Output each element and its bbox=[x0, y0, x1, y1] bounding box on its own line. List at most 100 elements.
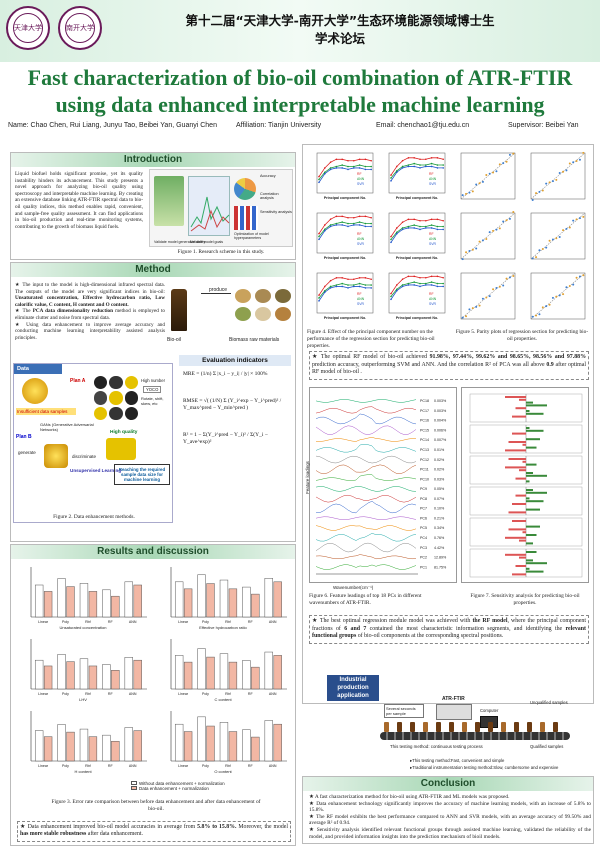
bar-data-enhancement-normalization bbox=[206, 725, 215, 762]
figure6-ylabel: Feature loadings bbox=[304, 461, 310, 494]
data-point bbox=[370, 287, 372, 289]
sample-vial bbox=[501, 722, 506, 732]
data-point bbox=[364, 168, 367, 171]
bar-without-data-enhancement-normalization bbox=[102, 589, 111, 618]
data-point bbox=[425, 276, 427, 279]
figure2-caption: Figure 2. Data enhancement methods. bbox=[53, 514, 135, 520]
data-point bbox=[341, 285, 343, 288]
data-point bbox=[436, 157, 439, 159]
legend-svr: SVR bbox=[429, 182, 437, 186]
x-tick-label: ANN bbox=[269, 692, 277, 696]
sensitivity-bar bbox=[526, 410, 530, 412]
bar-without-data-enhancement-normalization bbox=[242, 660, 251, 690]
bar-without-data-enhancement-normalization bbox=[174, 655, 184, 690]
sensitivity-bar bbox=[526, 491, 547, 494]
introduction-text: Liquid biofuel holds significant promise… bbox=[15, 171, 143, 230]
error-bar-chart: Linear Poly Rbf RF ANN C content bbox=[170, 639, 287, 702]
conclusion-heading: Conclusion bbox=[303, 777, 593, 791]
data-point bbox=[341, 164, 343, 166]
data-point bbox=[413, 162, 415, 165]
data-point bbox=[401, 165, 404, 168]
parity-point bbox=[578, 275, 581, 278]
data-point bbox=[335, 167, 338, 169]
data-point bbox=[442, 276, 444, 279]
data-point bbox=[329, 168, 332, 171]
star-icon: ★ bbox=[309, 794, 315, 800]
data-point bbox=[401, 285, 404, 288]
data-point bbox=[358, 282, 361, 285]
data-point bbox=[430, 281, 433, 283]
bar-data-enhancement-normalization bbox=[111, 595, 120, 618]
data-point bbox=[324, 171, 326, 174]
data-point bbox=[390, 174, 392, 176]
star2-bold-3: relevant functional groups bbox=[312, 625, 586, 640]
parity-point bbox=[535, 314, 538, 317]
legend-rf: RF bbox=[357, 172, 362, 176]
data-point bbox=[370, 284, 372, 286]
bar-without-data-enhancement-normalization bbox=[124, 581, 133, 618]
pc-percent: 0.76% bbox=[434, 536, 445, 540]
sensitivity-bar bbox=[526, 534, 537, 536]
parity-point bbox=[505, 219, 508, 222]
data-point bbox=[401, 167, 404, 169]
parity-point bbox=[555, 178, 558, 181]
bar-without-data-enhancement-normalization bbox=[57, 724, 66, 762]
sensitivity-bar bbox=[526, 429, 544, 432]
data-point bbox=[347, 225, 349, 228]
pc-percent: 12.89% bbox=[434, 556, 447, 560]
parity-point bbox=[551, 238, 554, 241]
email: Email: chenchao1@tju.edu.cn bbox=[376, 122, 470, 129]
parity-point bbox=[492, 229, 495, 232]
conclusion-item-text: Data enhancement technology significantl… bbox=[309, 800, 591, 814]
parity-plot bbox=[460, 152, 516, 200]
sensitivity-bar bbox=[526, 567, 530, 570]
series-line-svr bbox=[390, 166, 444, 182]
traditional-method-note: ▸Traditional instrumentation testing met… bbox=[410, 765, 559, 770]
parity-point bbox=[498, 227, 501, 230]
sample-vial bbox=[553, 722, 558, 732]
sensitivity-bar bbox=[508, 441, 526, 443]
data-point bbox=[390, 241, 392, 244]
sensitivity-bar bbox=[526, 438, 540, 441]
star-icon: ★ bbox=[15, 308, 23, 315]
pie-icon bbox=[234, 178, 256, 200]
conclusion-item: ★ A fast characterization method for bio… bbox=[309, 794, 591, 801]
data-point bbox=[436, 164, 439, 166]
bar-data-enhancement-normalization bbox=[43, 591, 53, 618]
data-point bbox=[390, 235, 392, 238]
data-point bbox=[407, 225, 410, 228]
conference-line-1: 第十二届“天津大学-南开大学”生态环境能源领域博士生 bbox=[185, 13, 495, 28]
legend-svr: SVR bbox=[357, 182, 365, 186]
atr-ftir-label: ATR-FTIR bbox=[442, 696, 465, 702]
bar-without-data-enhancement-normalization bbox=[57, 578, 66, 618]
data-point bbox=[324, 229, 326, 232]
legend-rf: RF bbox=[357, 292, 362, 296]
parity-point bbox=[471, 307, 474, 310]
bar-data-enhancement-normalization bbox=[88, 665, 98, 690]
star1-text-3: after optimal RF model of bio-oil . bbox=[312, 361, 587, 376]
parity-point bbox=[541, 247, 544, 250]
data-point bbox=[436, 167, 439, 169]
res-conc-text-2: Moreover, the model bbox=[236, 824, 288, 830]
sensitivity-bar bbox=[515, 565, 526, 567]
series-line-rf bbox=[318, 158, 372, 177]
parity-plot bbox=[530, 272, 586, 320]
pc-label: PC9 bbox=[420, 487, 427, 491]
sensitivity-bar bbox=[522, 443, 526, 446]
bar-data-enhancement-normalization bbox=[273, 655, 282, 690]
biomass-raw-materials-image bbox=[235, 289, 291, 331]
data-point bbox=[353, 224, 355, 226]
parity-point bbox=[575, 276, 578, 279]
sample-vial bbox=[449, 722, 454, 732]
parity-point bbox=[565, 286, 568, 289]
conveyor-belt bbox=[380, 732, 570, 740]
data-point bbox=[358, 215, 361, 218]
method-bullet-1: ★ The input to the model is high-dimensi… bbox=[15, 282, 165, 308]
data-point bbox=[347, 284, 349, 286]
pc-percent: 0.01% bbox=[434, 448, 445, 452]
parity-point bbox=[495, 170, 498, 173]
data-point bbox=[364, 225, 367, 228]
fig1-label-hyperparams: Optimization of model hyperparameters bbox=[234, 232, 269, 240]
data-point bbox=[335, 284, 338, 286]
method-bullet-2-bold: PCA data dimensionality reduction bbox=[32, 308, 114, 315]
